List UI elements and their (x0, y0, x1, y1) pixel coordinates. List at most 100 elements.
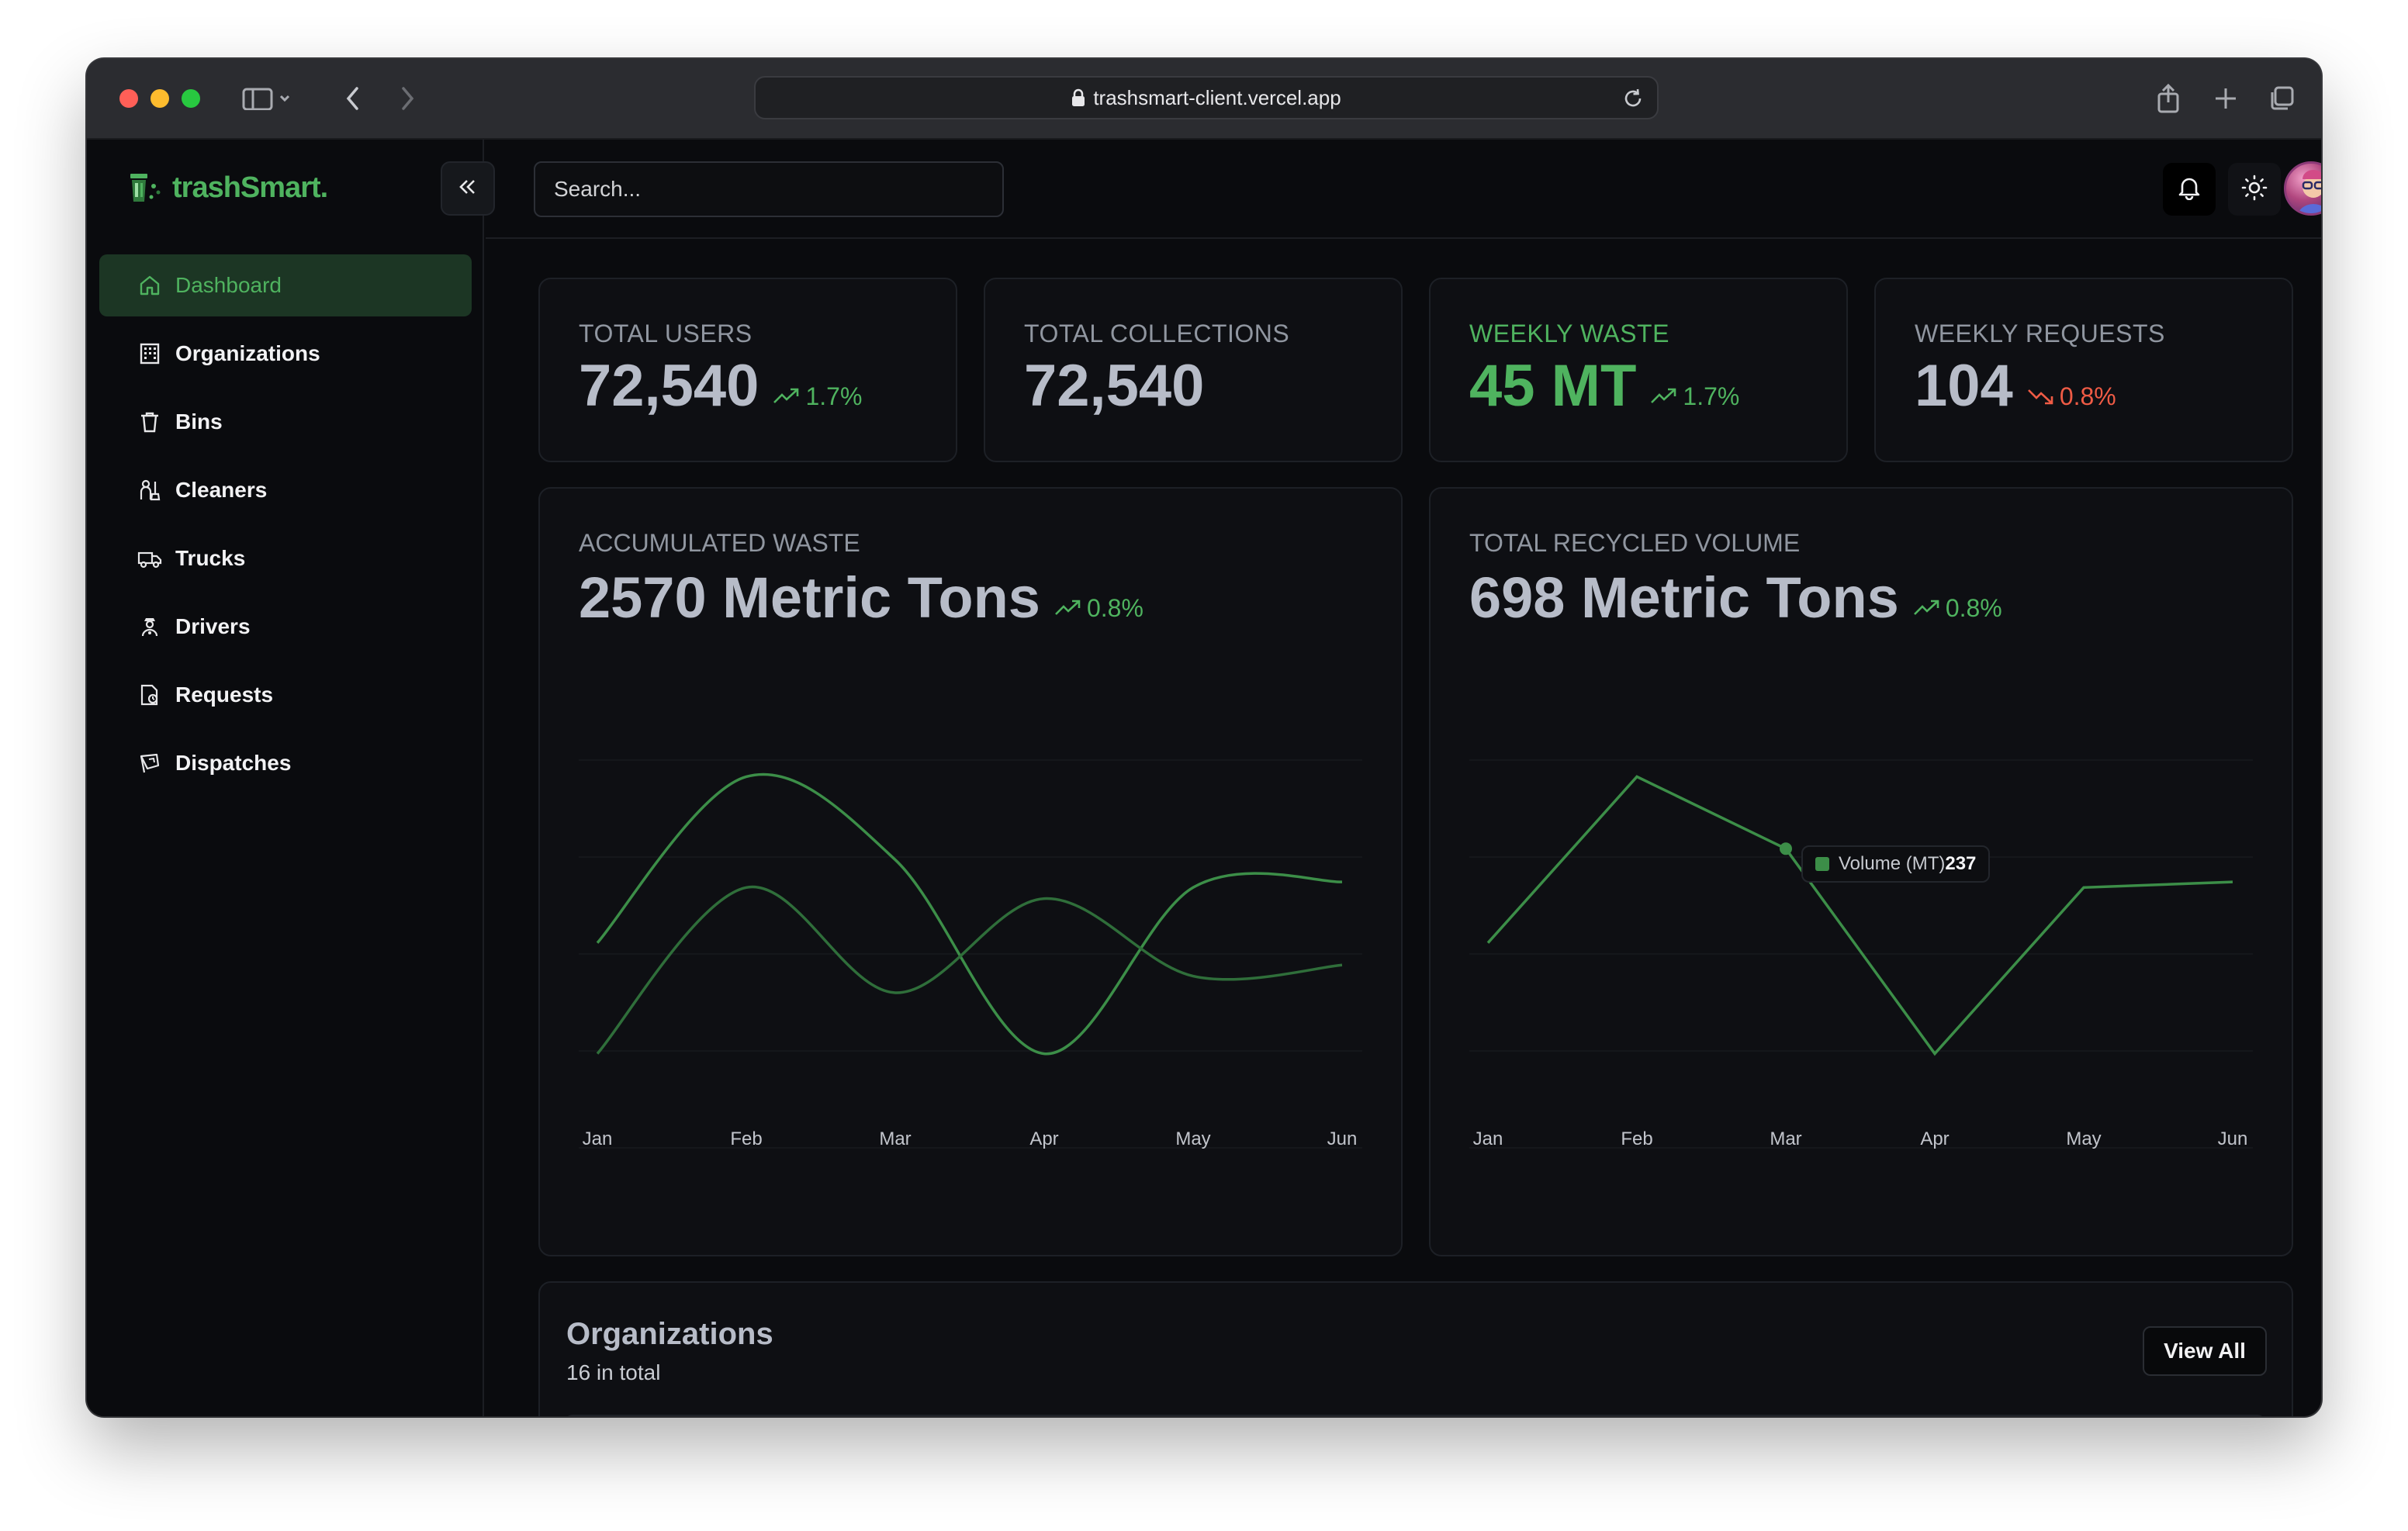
chart-title: TOTAL RECYCLED VOLUME (1469, 529, 1801, 557)
sidebar-item-label: Dispatches (175, 751, 292, 775)
home-icon (137, 272, 163, 299)
x-tick-label: Jun (1327, 1128, 1358, 1149)
sidebar-item-dashboard[interactable]: Dashboard (99, 254, 472, 316)
sidebar-item-label: Dashboard (175, 273, 282, 297)
user-avatar[interactable] (2284, 161, 2321, 216)
stat-card-weekly-requests: WEEKLY REQUESTS 104 0.8% (1874, 278, 2293, 462)
building-icon (137, 340, 163, 367)
x-tick-label: Jan (1473, 1128, 1503, 1149)
chart-value: 698 Metric Tons (1469, 565, 1899, 630)
stat-value: 45 MT (1469, 353, 1637, 419)
sidebar-item-drivers[interactable]: Drivers (99, 596, 472, 658)
cleaner-icon (137, 477, 163, 503)
sidebar-item-label: Drivers (175, 614, 251, 638)
sidebar-nav: Dashboard Organizations Bins Cleaners (99, 254, 472, 800)
stat-value: 72,540 (579, 353, 759, 419)
stat-label: TOTAL USERS (579, 320, 752, 347)
x-tick-label: Mar (1770, 1128, 1801, 1149)
tooltip-label: Volume (MT) (1839, 853, 1946, 874)
browser-toolbar: trashsmart-client.vercel.app (87, 59, 2321, 140)
sidebar-item-organizations[interactable]: Organizations (99, 323, 472, 385)
back-icon[interactable] (335, 81, 371, 116)
trending-up-icon (1913, 600, 1939, 615)
trend-percent: 0.8% (1945, 593, 2002, 622)
sidebar-item-label: Organizations (175, 341, 320, 365)
maximize-window-button[interactable] (182, 89, 200, 108)
x-tick-label: May (2066, 1128, 2101, 1149)
sidebar-item-bins[interactable]: Bins (99, 391, 472, 453)
brand-logo[interactable]: trashSmart. (126, 169, 328, 207)
x-tick-label: May (1175, 1128, 1210, 1149)
search-input[interactable] (534, 161, 1004, 217)
x-tick-label: Jan (583, 1128, 613, 1149)
trending-down-icon (2027, 389, 2053, 405)
request-icon (137, 682, 163, 708)
trend-indicator: 1.7% (1650, 382, 1739, 411)
view-all-button[interactable]: View All (2143, 1326, 2267, 1376)
trend-indicator: 1.7% (773, 382, 862, 411)
sidebar-item-trucks[interactable]: Trucks (99, 527, 472, 589)
top-bar (486, 140, 2321, 239)
forward-icon[interactable] (389, 81, 425, 116)
recycled-volume-line-chart: Jan Feb Mar Apr May Jun (1469, 759, 2253, 1149)
x-tick-label: Apr (1920, 1128, 1949, 1149)
sidebar-item-dispatches[interactable]: Dispatches (99, 732, 472, 794)
chart-value: 2570 Metric Tons (579, 565, 1040, 630)
trending-up-icon (1651, 388, 1676, 403)
browser-window: trashsmart-client.vercel.app trashSmart. (87, 59, 2321, 1416)
reload-icon[interactable] (1621, 87, 1645, 110)
new-tab-icon[interactable] (2208, 81, 2244, 116)
x-tick-label: Feb (730, 1128, 762, 1149)
lock-icon (1071, 88, 1085, 107)
sidebar-item-label: Trucks (175, 546, 246, 570)
stat-card-total-users: TOTAL USERS 72,540 1.7% (538, 278, 957, 462)
tab-overview-icon[interactable] (2264, 81, 2299, 116)
driver-icon (137, 613, 163, 640)
trend-percent: 1.7% (1683, 382, 1740, 410)
brand-name: trashSmart. (172, 171, 328, 204)
sidebar: trashSmart. Dashboard Organizations (87, 140, 495, 1416)
section-subtitle: 16 in total (566, 1360, 661, 1384)
organizations-card: Organizations 16 in total View All Organ… (538, 1281, 2293, 1416)
sidebar-item-cleaners[interactable]: Cleaners (99, 459, 472, 521)
sidebar-item-label: Bins (175, 410, 223, 434)
theme-toggle-button[interactable] (2228, 163, 2281, 216)
share-icon[interactable] (2150, 81, 2186, 116)
trend-indicator: 0.8% (2027, 382, 2116, 411)
sidebar-item-requests[interactable]: Requests (99, 664, 472, 726)
minimize-window-button[interactable] (150, 89, 169, 108)
tooltip-value: 237 (1945, 853, 1977, 874)
stat-label: WEEKLY REQUESTS (1915, 320, 2165, 347)
address-bar[interactable]: trashsmart-client.vercel.app (754, 76, 1659, 119)
trend-percent: 0.8% (1086, 593, 1143, 622)
stat-value: 104 (1915, 353, 2013, 419)
x-tick-label: Mar (879, 1128, 911, 1149)
trend-percent: 1.7% (805, 382, 863, 410)
trend-indicator: 0.8% (1054, 594, 1143, 623)
x-tick-label: Apr (1029, 1128, 1058, 1149)
trend-indicator: 0.8% (1913, 594, 2002, 623)
bell-icon (2178, 175, 2201, 204)
stat-card-weekly-waste: WEEKLY WASTE 45 MT 1.7% (1429, 278, 1848, 462)
series-line-0 (1486, 775, 2233, 1056)
section-title: Organizations (566, 1317, 773, 1351)
series-line-1 (596, 885, 1343, 1055)
sidebar-item-label: Requests (175, 683, 274, 707)
stat-card-total-collections: TOTAL COLLECTIONS 72,540 (984, 278, 1403, 462)
table-header: Organization ID Name Scale Address Waste… (565, 1415, 2265, 1416)
stat-value: 72,540 (1024, 353, 1205, 419)
trending-up-icon (1055, 600, 1081, 615)
truck-icon (137, 545, 163, 572)
sidebar-toggle-icon[interactable] (237, 81, 296, 116)
trending-up-icon (773, 388, 799, 403)
sidebar-item-label: Cleaners (175, 478, 268, 502)
dispatch-icon (137, 750, 163, 776)
trash-bin-logo-icon (126, 169, 164, 207)
chart-tooltip: Volume (MT) 237 (1801, 845, 1991, 883)
notifications-button[interactable] (2163, 163, 2216, 216)
active-data-point (1780, 842, 1792, 855)
close-window-button[interactable] (119, 89, 138, 108)
chart-title: ACCUMULATED WASTE (579, 529, 860, 557)
collapse-sidebar-button[interactable] (441, 161, 495, 216)
legend-swatch (1815, 857, 1829, 871)
